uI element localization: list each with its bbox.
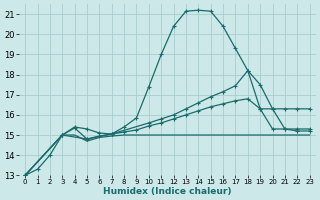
X-axis label: Humidex (Indice chaleur): Humidex (Indice chaleur) xyxy=(103,187,232,196)
